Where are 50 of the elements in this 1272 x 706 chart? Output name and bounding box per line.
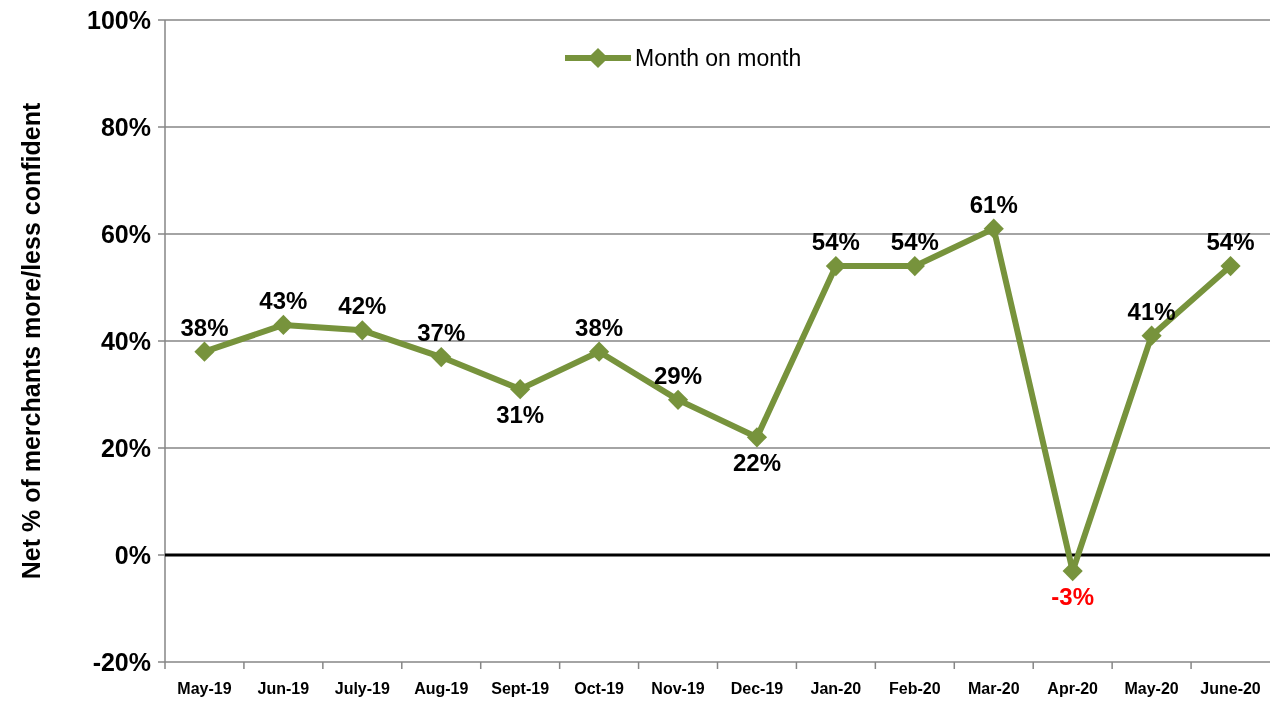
data-label: 54% bbox=[890, 228, 939, 256]
data-label: 38% bbox=[575, 313, 624, 341]
x-tick-label: Nov-19 bbox=[651, 680, 705, 697]
y-axis-title: Net % of merchants more/less confident bbox=[17, 102, 45, 580]
legend-label: Month on month bbox=[635, 45, 802, 71]
x-tick-label: May-19 bbox=[177, 680, 232, 697]
y-tick-label: 0% bbox=[114, 541, 151, 569]
point bbox=[1220, 256, 1241, 277]
data-label: 31% bbox=[496, 401, 545, 429]
x-tick-label: Aug-19 bbox=[414, 680, 469, 697]
point bbox=[1141, 325, 1162, 346]
x-tick-label: Mar-20 bbox=[967, 680, 1020, 697]
point bbox=[746, 427, 768, 448]
x-tick-label: June-20 bbox=[1200, 680, 1261, 697]
point bbox=[352, 320, 373, 341]
data-label: 41% bbox=[1127, 297, 1176, 325]
point bbox=[904, 256, 925, 277]
x-tick-label: May-20 bbox=[1124, 680, 1179, 697]
y-tick-label: 60% bbox=[100, 220, 151, 248]
x-tick-label: Jun-19 bbox=[257, 680, 310, 697]
point bbox=[431, 346, 452, 368]
data-label: 54% bbox=[811, 228, 860, 256]
point bbox=[273, 314, 294, 336]
y-tick-label: 80% bbox=[100, 113, 151, 141]
data-label: 43% bbox=[259, 286, 308, 314]
point bbox=[510, 379, 531, 400]
data-label: 54% bbox=[1206, 228, 1255, 256]
y-tick-label: 40% bbox=[100, 327, 151, 355]
x-tick-label: Sept-19 bbox=[491, 680, 550, 697]
point bbox=[667, 389, 689, 410]
point bbox=[194, 341, 215, 362]
point bbox=[589, 341, 610, 362]
data-label: 61% bbox=[969, 190, 1018, 218]
point bbox=[983, 218, 1004, 239]
y-tick-label: -20% bbox=[92, 648, 151, 676]
y-tick-label: 20% bbox=[100, 434, 151, 462]
data-label: -3% bbox=[1051, 583, 1095, 611]
x-tick-label: Feb-20 bbox=[889, 680, 941, 697]
x-tick-label: July-19 bbox=[334, 680, 390, 697]
data-label: 37% bbox=[417, 319, 466, 347]
data-label: 22% bbox=[732, 449, 781, 477]
x-tick-label: Oct-19 bbox=[574, 680, 625, 697]
y-tick-label: 100% bbox=[87, 6, 151, 34]
data-label: 42% bbox=[338, 292, 387, 320]
data-label: 29% bbox=[654, 361, 703, 389]
x-tick-label: Jan-20 bbox=[810, 680, 862, 697]
x-tick-label: Apr-20 bbox=[1047, 680, 1099, 697]
x-tick-label: Dec-19 bbox=[730, 680, 784, 697]
point bbox=[825, 256, 846, 277]
data-label: 38% bbox=[180, 313, 229, 341]
